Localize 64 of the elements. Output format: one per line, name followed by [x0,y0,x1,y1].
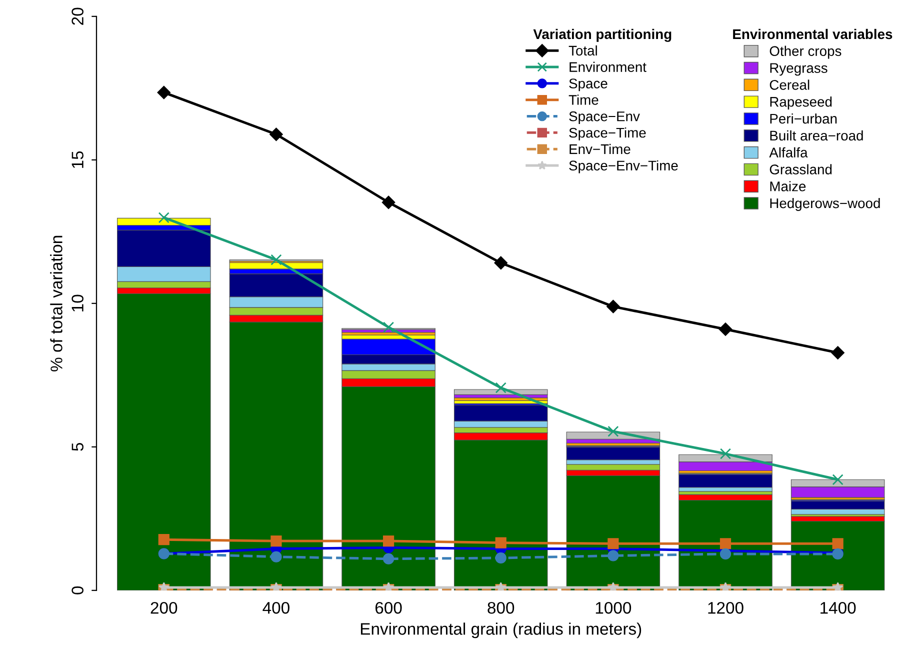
legend-label: Hedgerows−wood [770,198,880,211]
x-tick-label: 1400 [820,602,856,614]
y-tick-label: 20 [72,8,84,25]
text: Variation partitioning [533,28,672,42]
legend-label: Total [568,45,597,56]
point [270,551,282,562]
x-axis-title: Environmental grain (radius in meters) [360,622,642,638]
point [494,256,508,270]
x-tick-label: 400 [262,602,290,614]
point [720,548,732,560]
point [158,534,170,546]
y-tick-label: 15 [72,151,84,168]
x-tick-label: 200 [150,602,178,614]
legend-label: Rapeseed [770,96,832,110]
legend-label: Other crops [770,46,842,59]
bar [342,332,436,336]
text: Environmental variables [733,28,892,40]
point [718,322,732,336]
legend-label: Space−Time [569,127,646,140]
legend-label: Env−Time [570,144,630,154]
legend-label: Ryegrass [770,63,828,76]
legend-label: Cereal [770,80,810,90]
legend-label: Environment [570,62,646,72]
point [382,535,394,547]
point [382,322,394,333]
point [495,537,506,548]
point [608,538,619,550]
x-tick-label: 1000 [596,602,632,614]
x-tick-label: 800 [488,602,514,614]
point [720,538,732,550]
y-tick-label: 10 [72,294,84,312]
bar [566,446,660,460]
legend-label: Time [568,94,598,105]
point [831,346,844,360]
point [832,538,844,550]
point [606,300,620,314]
point [270,128,283,141]
bar [678,474,772,488]
legend-label: Grassland [770,164,832,174]
legend-label: Alfalfa [769,147,808,158]
y-axis-title: % of total variation [50,236,62,372]
bar [454,389,548,395]
point [382,196,396,209]
y-tick-label: 5 [72,442,84,451]
legend-label: Space−Env [569,111,640,124]
x-tick-label: 1200 [708,602,744,614]
x-tick-label: 600 [375,602,402,614]
point [158,212,170,224]
point [270,254,282,266]
legend-label: Peri−urban [770,113,837,124]
point [270,535,282,547]
point [832,474,844,486]
legend-label: Space−Env−Time [569,160,678,174]
point [495,382,506,394]
legend-label: Space [569,78,608,92]
point [495,552,506,564]
legend-label: Maize [770,181,806,192]
point [382,553,394,564]
point [608,426,619,437]
point [608,550,619,562]
legend-label: Built area−road [770,130,863,141]
point [720,448,732,460]
y-tick-label: 0 [72,586,84,594]
point [157,86,170,100]
